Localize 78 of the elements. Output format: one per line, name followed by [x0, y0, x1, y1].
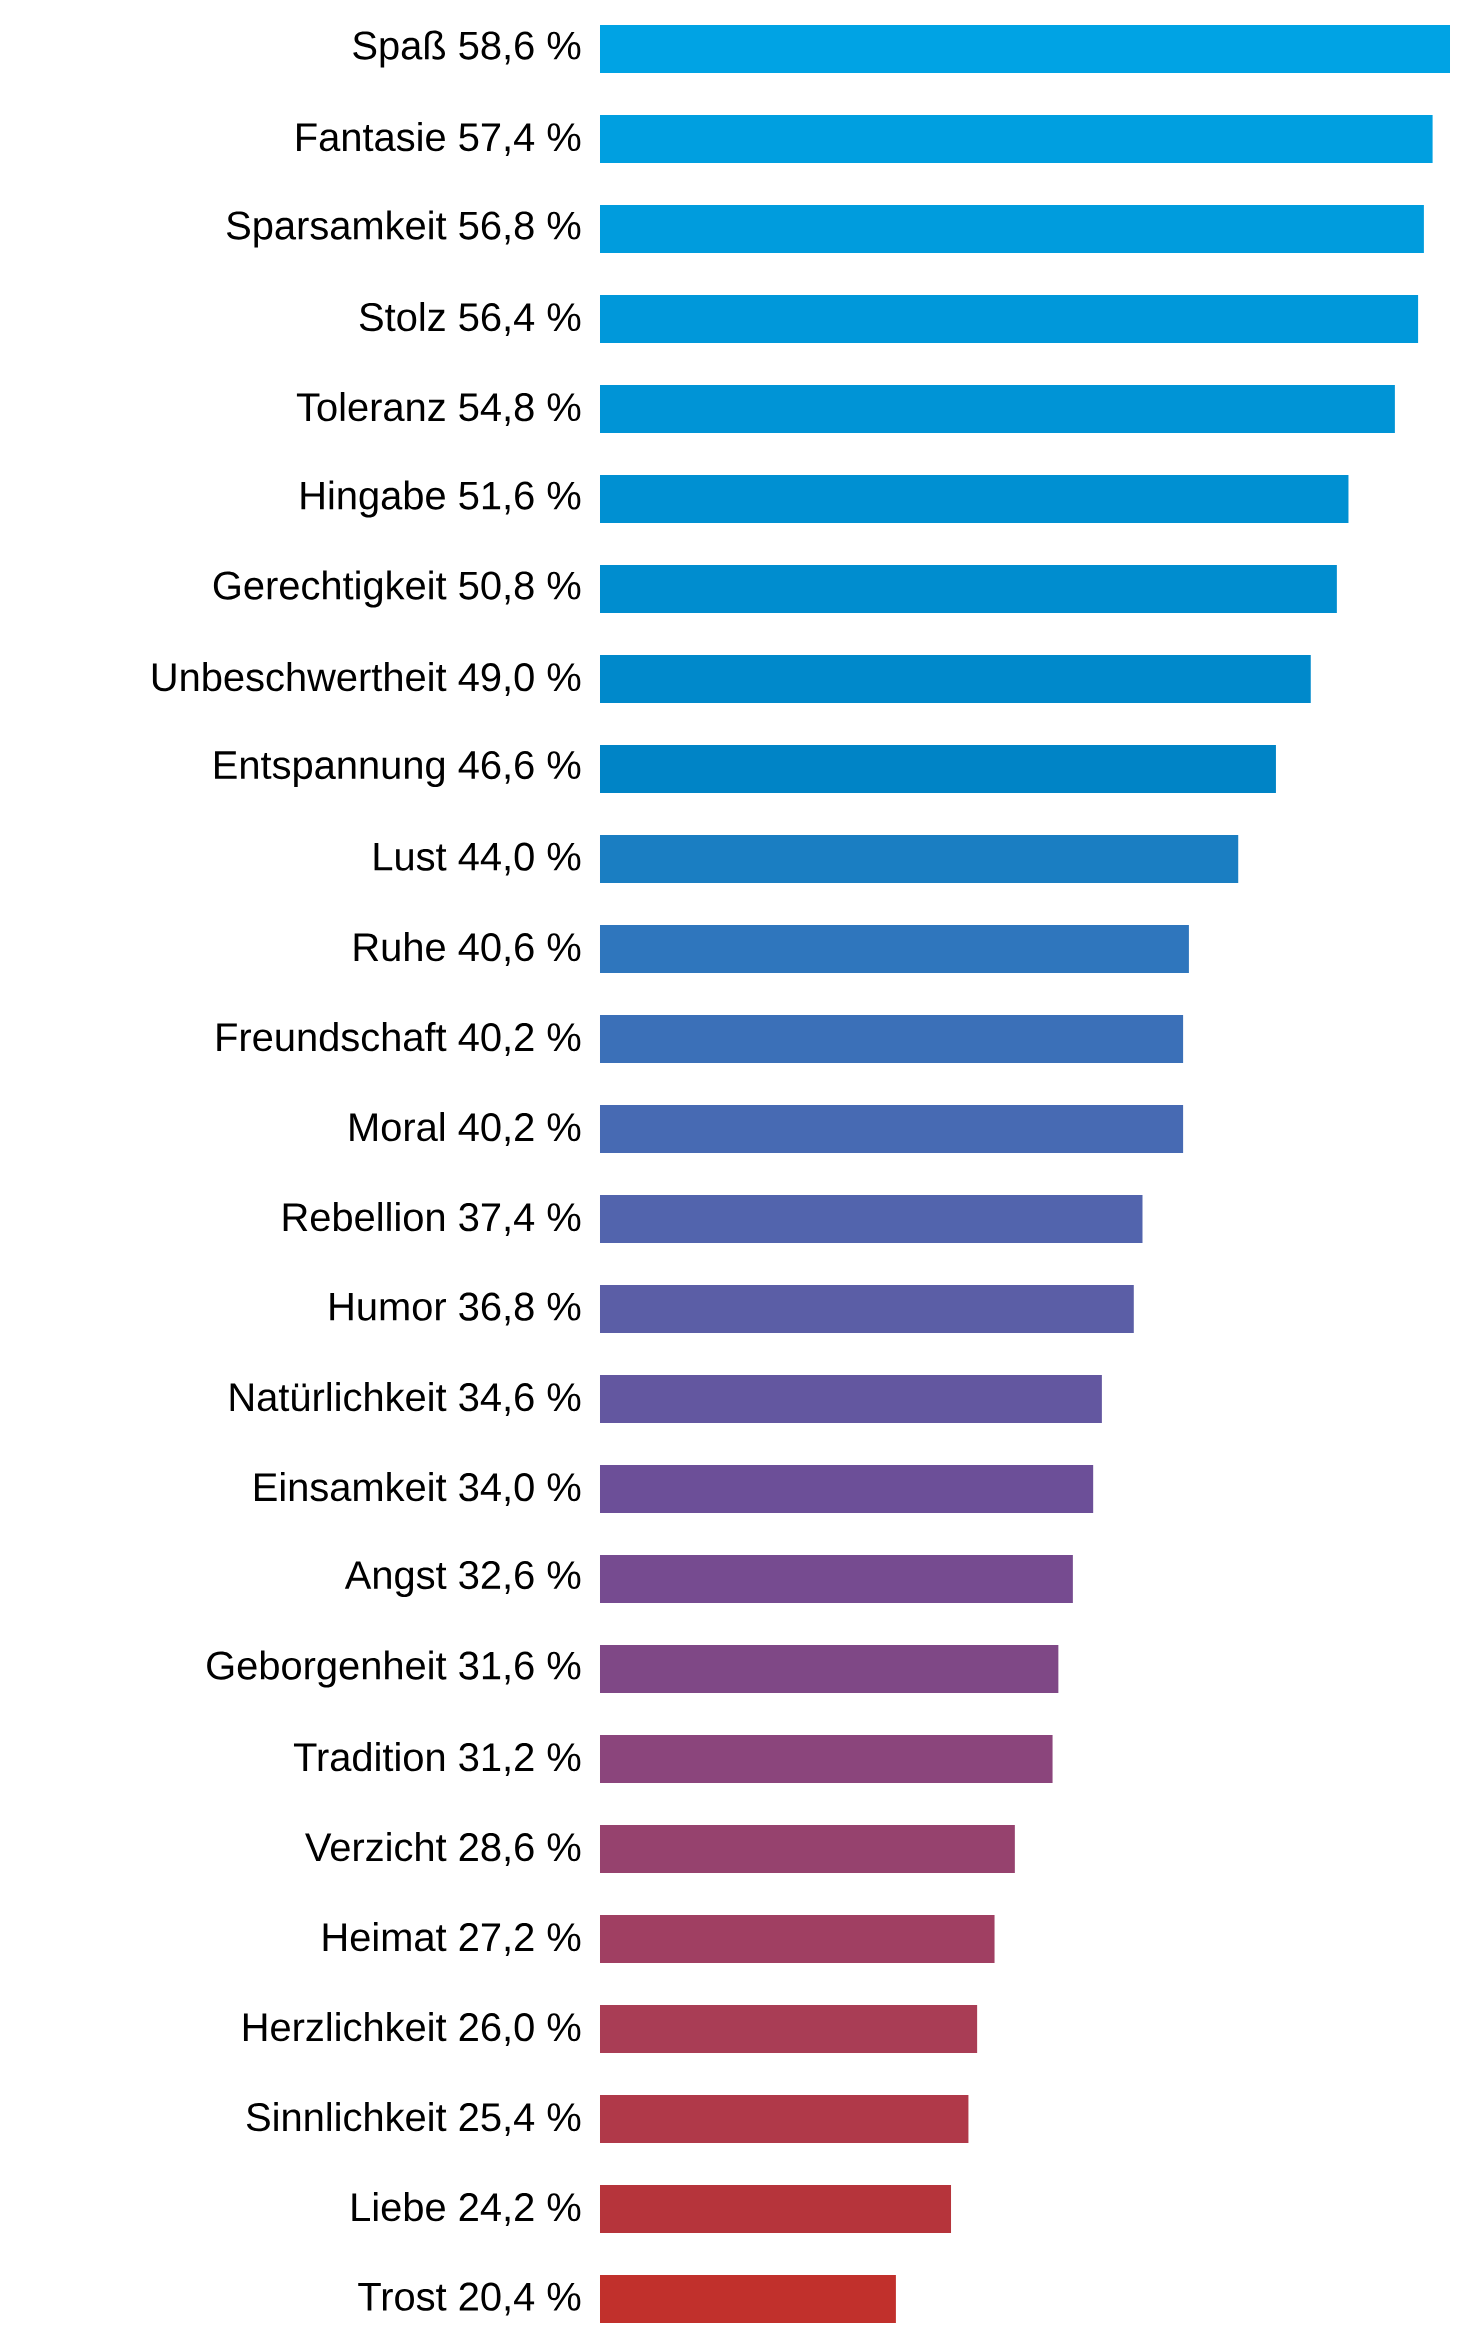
data-label: 49,0 %	[458, 663, 581, 696]
data-label: 28,6 %	[459, 1833, 581, 1866]
data-label: 26,0 %	[459, 2013, 581, 2047]
y-tick-label: Rebellion	[283, 1202, 445, 1232]
y-tick-label: Humor	[330, 1292, 446, 1321]
bar	[600, 1285, 1134, 1334]
y-tick-label: Toleranz	[296, 392, 445, 422]
bar	[600, 745, 1276, 793]
data-label: 46,6 %	[458, 750, 581, 784]
data-label: 36,8 %	[459, 1292, 581, 1326]
bar	[600, 835, 1239, 883]
bar	[600, 1015, 1184, 1063]
data-label: 34,0 %	[459, 1473, 581, 1506]
bar	[600, 1735, 1053, 1784]
data-label: 58,6 %	[459, 31, 581, 65]
data-label: 51,6 %	[459, 481, 581, 515]
bar	[600, 474, 1349, 523]
y-tick-label: Unbeschwertheit	[152, 662, 447, 692]
bar	[600, 114, 1433, 163]
y-tick-label: Gerechtigkeit	[213, 570, 447, 608]
y-tick-label: Einsamkeit	[255, 1472, 447, 1502]
bar	[600, 1375, 1102, 1424]
bar	[600, 1465, 1094, 1514]
y-tick-label: Freundschaft	[217, 1022, 447, 1052]
bar	[600, 204, 1424, 253]
data-label: 40,6 %	[458, 933, 581, 966]
data-label: 54,8 %	[459, 393, 581, 426]
data-label: 27,2 %	[459, 1923, 581, 1957]
data-label: 40,2 %	[458, 1113, 581, 1146]
data-label: 50,8 %	[459, 571, 581, 605]
y-tick-label: Moral	[350, 1112, 444, 1142]
y-tick-label: Natürlichkeit	[230, 1382, 447, 1412]
data-label: 40,2 %	[458, 1023, 581, 1056]
bar	[600, 24, 1450, 73]
bar	[600, 1105, 1184, 1154]
y-tick-label: Entspannung	[215, 751, 445, 788]
data-label: 57,4 %	[459, 123, 581, 156]
bar	[600, 1555, 1073, 1604]
y-tick-label: Heimat	[323, 1922, 447, 1952]
y-tick-label: Fantasie	[297, 122, 445, 152]
bar	[600, 294, 1419, 343]
y-tick-label: Geborgenheit	[207, 1650, 447, 1688]
data-label: 24,2 %	[459, 2193, 581, 2227]
y-tick-label: Trost	[358, 2282, 447, 2311]
y-tick-label: Stolz	[359, 302, 445, 332]
y-tick-label: Herzlichkeit	[243, 2012, 447, 2042]
data-label: 20,4 %	[459, 2282, 581, 2316]
bar	[600, 925, 1189, 973]
data-label: 56,4 %	[459, 303, 581, 336]
data-label: 37,4 %	[459, 1203, 581, 1236]
y-tick-label: Sinnlichkeit	[246, 2102, 447, 2132]
data-label: 31,2 %	[459, 1743, 581, 1776]
bar	[600, 2185, 952, 2234]
y-tick-label: Verzicht	[305, 1832, 447, 1862]
y-tick-label: Tradition	[293, 1742, 445, 1772]
bar	[600, 565, 1337, 613]
data-label: 34,6 %	[459, 1383, 581, 1416]
bar	[600, 2095, 969, 2144]
y-tick-label: Spaß	[353, 30, 445, 68]
bar	[600, 2275, 896, 2324]
data-label: 25,4 %	[459, 2103, 581, 2137]
y-tick-label: Ruhe	[354, 932, 445, 962]
y-tick-label: Sparsamkeit	[226, 210, 447, 248]
bar	[600, 1645, 1059, 1694]
y-tick-label: Liebe	[352, 2192, 445, 2222]
bar	[600, 2005, 978, 2054]
data-label: 56,8 %	[459, 211, 581, 245]
y-tick-label: Hingabe	[301, 480, 445, 518]
y-tick-label: Lust	[374, 842, 447, 871]
bar	[600, 384, 1395, 433]
data-label: 31,6 %	[459, 1651, 581, 1685]
data-label: 32,6 %	[459, 1560, 581, 1594]
bar	[600, 1825, 1015, 1874]
y-tick-label: Angst	[344, 1561, 447, 1598]
data-label: 44,0 %	[458, 842, 581, 876]
bar	[600, 1915, 995, 1964]
bar	[600, 1195, 1143, 1244]
bar	[600, 655, 1311, 703]
